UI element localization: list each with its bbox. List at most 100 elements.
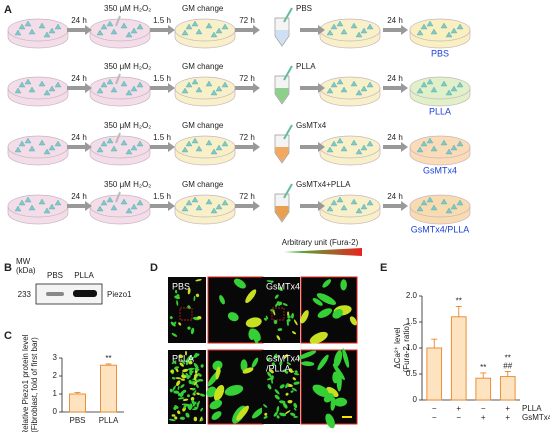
cell [276, 335, 281, 341]
cell [282, 303, 288, 306]
band [73, 290, 97, 297]
cell [192, 390, 197, 396]
cell [349, 316, 358, 326]
cell [169, 388, 173, 393]
cell [189, 403, 193, 409]
cell [18, 81, 26, 88]
cell [279, 360, 283, 366]
cell [430, 86, 438, 93]
cell [195, 293, 200, 298]
cell [274, 294, 279, 299]
agent-label: PBS [296, 4, 312, 13]
cell [287, 315, 291, 319]
step-label: 24 h [71, 133, 87, 142]
cell [193, 381, 198, 386]
cell [189, 370, 194, 375]
cell [312, 297, 323, 306]
cell [340, 145, 348, 152]
cell [120, 198, 128, 205]
cell [205, 139, 213, 146]
cell [193, 295, 196, 301]
cell [285, 392, 289, 396]
cell [136, 140, 144, 147]
cell [309, 331, 328, 344]
step-label: 350 μM H₂O₂ [104, 121, 151, 130]
cell [420, 23, 428, 30]
cell [293, 381, 300, 385]
y-tick-label: 0 [413, 395, 418, 404]
cell [125, 148, 133, 155]
cell [267, 371, 272, 377]
arrow [235, 201, 260, 211]
cell [276, 415, 280, 419]
cell [294, 370, 298, 374]
cell [251, 357, 259, 368]
cell [28, 28, 36, 35]
y-tick-label: 2 [53, 371, 58, 380]
step-label: 24 h [387, 133, 403, 142]
pipette [115, 132, 121, 144]
cell [130, 203, 138, 210]
cell [125, 89, 133, 96]
cell [48, 85, 56, 92]
cell [18, 199, 26, 206]
cell [215, 144, 223, 151]
cell [276, 405, 280, 413]
cell [326, 87, 334, 94]
cell [185, 358, 189, 366]
cell [445, 31, 453, 38]
cell [233, 278, 246, 289]
cell [236, 405, 249, 421]
scale-gradient [284, 248, 362, 256]
roi [179, 307, 193, 321]
cell [125, 207, 133, 214]
cell [440, 139, 448, 146]
cell [54, 23, 62, 30]
cell [270, 280, 274, 283]
cell [177, 397, 185, 400]
cell [24, 137, 32, 144]
cell [330, 81, 338, 88]
cell [286, 320, 289, 327]
cell [185, 412, 190, 418]
step-label: 1.5 h [153, 16, 171, 25]
y-tick-label: 0 [53, 407, 58, 416]
cell [43, 148, 51, 155]
cell [355, 31, 363, 38]
cell [212, 360, 223, 371]
panel-label: D [150, 262, 158, 274]
cell [221, 199, 229, 206]
y-tick-label: 3 [53, 353, 58, 362]
cell [210, 89, 218, 96]
tube-liquid [275, 88, 289, 103]
group-label: GsMTx4 [266, 353, 300, 363]
agent-label: GsMTx4 [296, 121, 327, 130]
cell [18, 23, 26, 30]
cell [185, 23, 193, 30]
cell [336, 78, 344, 85]
cell [191, 196, 199, 203]
cell [360, 85, 368, 92]
cell [182, 389, 187, 393]
cell [14, 29, 22, 36]
cell [48, 203, 56, 210]
cell [180, 358, 186, 365]
dish-top [7, 135, 69, 159]
cell [330, 140, 338, 147]
cell [38, 198, 46, 205]
cell [24, 196, 32, 203]
pipette [283, 183, 293, 199]
cell [271, 379, 273, 384]
cell [291, 387, 297, 392]
cell [263, 415, 268, 419]
cell [350, 80, 358, 87]
micrograph [168, 277, 206, 343]
cell [192, 401, 197, 407]
cell [96, 146, 104, 153]
cell [206, 386, 217, 398]
cell [450, 27, 458, 34]
arrow [67, 83, 92, 93]
cell [456, 23, 464, 30]
cell [38, 139, 46, 146]
cell [279, 384, 285, 389]
